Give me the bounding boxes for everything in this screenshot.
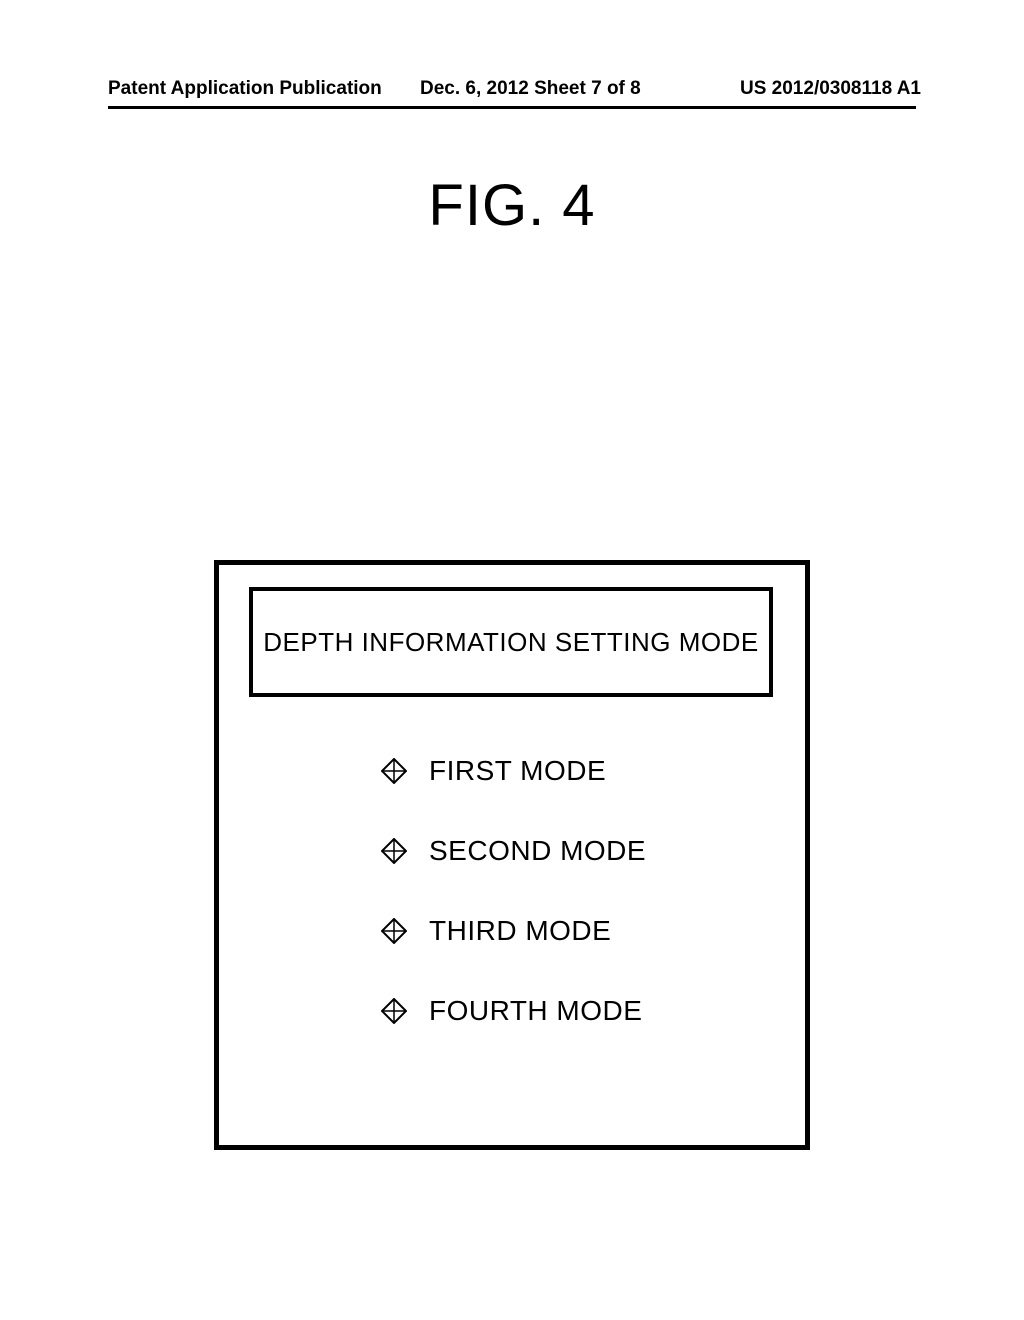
option-label: THIRD MODE: [429, 915, 611, 947]
diamond-icon: [381, 758, 407, 784]
diamond-icon: [381, 918, 407, 944]
option-label: SECOND MODE: [429, 835, 646, 867]
panel-title: DEPTH INFORMATION SETTING MODE: [263, 627, 759, 658]
header-divider: [108, 106, 916, 109]
option-label: FIRST MODE: [429, 755, 606, 787]
settings-panel: DEPTH INFORMATION SETTING MODE FIRST MOD…: [214, 560, 810, 1150]
diamond-icon: [381, 838, 407, 864]
option-row: SECOND MODE: [381, 835, 646, 867]
option-row: FOURTH MODE: [381, 995, 646, 1027]
options-list: FIRST MODE SECOND MODE THIRD MODE: [381, 755, 646, 1075]
header-pub-number: US 2012/0308118 A1: [740, 78, 921, 100]
header-publication: Patent Application Publication: [108, 78, 382, 100]
header-date-sheet: Dec. 6, 2012 Sheet 7 of 8: [420, 78, 641, 100]
option-row: THIRD MODE: [381, 915, 646, 947]
option-row: FIRST MODE: [381, 755, 646, 787]
option-label: FOURTH MODE: [429, 995, 642, 1027]
figure-title: FIG. 4: [0, 172, 1024, 239]
panel-title-box: DEPTH INFORMATION SETTING MODE: [249, 587, 773, 697]
diamond-icon: [381, 998, 407, 1024]
